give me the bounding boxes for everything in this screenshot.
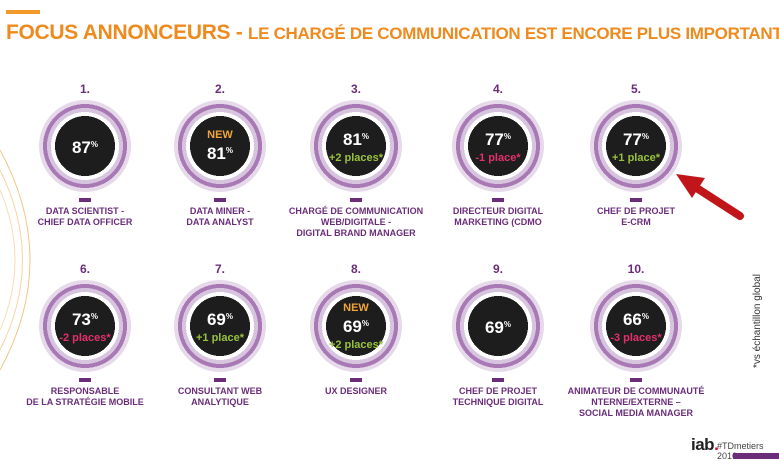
rank-change: -2 places*: [59, 332, 111, 344]
job-title: UX DESIGNER: [324, 386, 387, 396]
separator-dash: [214, 198, 226, 202]
separator-dash: [492, 378, 504, 382]
separator-dash: [79, 198, 91, 202]
separator-dash: [79, 378, 91, 382]
percentage-ring: 81% +2 places*: [310, 100, 402, 192]
rank-change: +2 places*: [328, 152, 384, 164]
job-title: DATA MINER - DATA ANALYST: [186, 206, 254, 227]
rank-change: -1 place*: [475, 152, 521, 164]
rank-number: 7.: [214, 262, 225, 276]
percentage-value: 66%: [622, 310, 650, 329]
percentage-ring: NEW 69% +2 places*: [310, 280, 402, 372]
new-badge: NEW: [207, 129, 233, 141]
separator-dash: [214, 378, 226, 382]
separator-dash: [492, 198, 504, 202]
percentage-value: 69%: [342, 316, 370, 336]
footer-accent-bar: [733, 453, 779, 459]
job-title: CHARGÉ DE COMMUNICATION WEB/DIGITALE - D…: [288, 206, 424, 238]
hashtag-text: #TDmetiers 2016: [717, 441, 764, 461]
rank-number: 3.: [350, 82, 361, 96]
new-badge: NEW: [343, 301, 369, 314]
rank-number: 4.: [492, 82, 503, 96]
percentage-ring: 77% +1 place*: [590, 100, 682, 192]
percentage-value: 69%: [206, 310, 234, 329]
separator-dash: [630, 378, 642, 382]
decorative-arcs: [0, 149, 31, 371]
rank-change: +1 place*: [195, 332, 244, 344]
page-title: FOCUS ANNONCEURS - LE CHARGÉ DE COMMUNIC…: [6, 21, 779, 45]
rank-change: +1 place*: [611, 152, 660, 164]
header-accent-bar: [6, 10, 40, 14]
percentage-ring: 77% -1 place*: [452, 100, 544, 192]
percentage-value: 77%: [622, 130, 650, 149]
job-title: CHEF DE PROJET E-CRM: [596, 206, 675, 227]
job-title: RESPONSABLE DE LA STRATÉGIE MOBILE: [26, 386, 144, 407]
job-title: DATA SCIENTIST - CHIEF DATA OFFICER: [37, 206, 133, 227]
percentage-value: 77%: [484, 130, 512, 149]
job-title: CONSULTANT WEB ANALYTIQUE: [177, 386, 263, 407]
rank-change: +2 places*: [328, 338, 384, 351]
separator-dash: [630, 198, 642, 202]
rank-number: 10.: [627, 262, 645, 276]
title-sub: LE CHARGÉ DE COMMUNICATION EST ENCORE PL…: [248, 24, 779, 43]
job-title: DIRECTEUR DIGITAL MARKETING (CDMO: [452, 206, 544, 227]
rank-number: 8.: [350, 262, 361, 276]
title-main: FOCUS ANNONCEURS -: [6, 21, 249, 44]
percentage-value: 73%: [71, 310, 99, 329]
percentage-ring: NEW 81%: [174, 100, 266, 192]
rank-number: 6.: [79, 262, 90, 276]
percentage-ring: 66% -3 places*: [590, 280, 682, 372]
highlight-arrow-icon: [676, 174, 744, 220]
percentage-ring: 69% +1 place*: [174, 280, 266, 372]
percentage-value: 81%: [342, 130, 370, 149]
percentage-value: 69%: [484, 317, 512, 337]
percentage-ring: 73% -2 places*: [39, 280, 131, 372]
separator-dash: [350, 198, 362, 202]
footnote-vertical: *vs échantillon global: [752, 274, 763, 368]
rank-number: 9.: [492, 262, 503, 276]
rank-change: -3 places*: [610, 332, 662, 344]
rank-number: 2.: [214, 82, 225, 96]
percentage-ring: 69%: [452, 280, 544, 372]
percentage-ring: 87%: [39, 100, 131, 192]
percentage-value: 81%: [206, 144, 234, 163]
rank-number: 1.: [79, 82, 90, 96]
job-title: ANIMATEUR DE COMMUNAUTÉ NTERNE/EXTERNE –…: [567, 386, 705, 418]
iab-logo: iab.: [691, 435, 719, 454]
job-title: CHEF DE PROJET TECHNIQUE DIGITAL: [452, 386, 544, 407]
separator-dash: [350, 378, 362, 382]
rank-number: 5.: [630, 82, 641, 96]
percentage-value: 87%: [71, 137, 99, 157]
